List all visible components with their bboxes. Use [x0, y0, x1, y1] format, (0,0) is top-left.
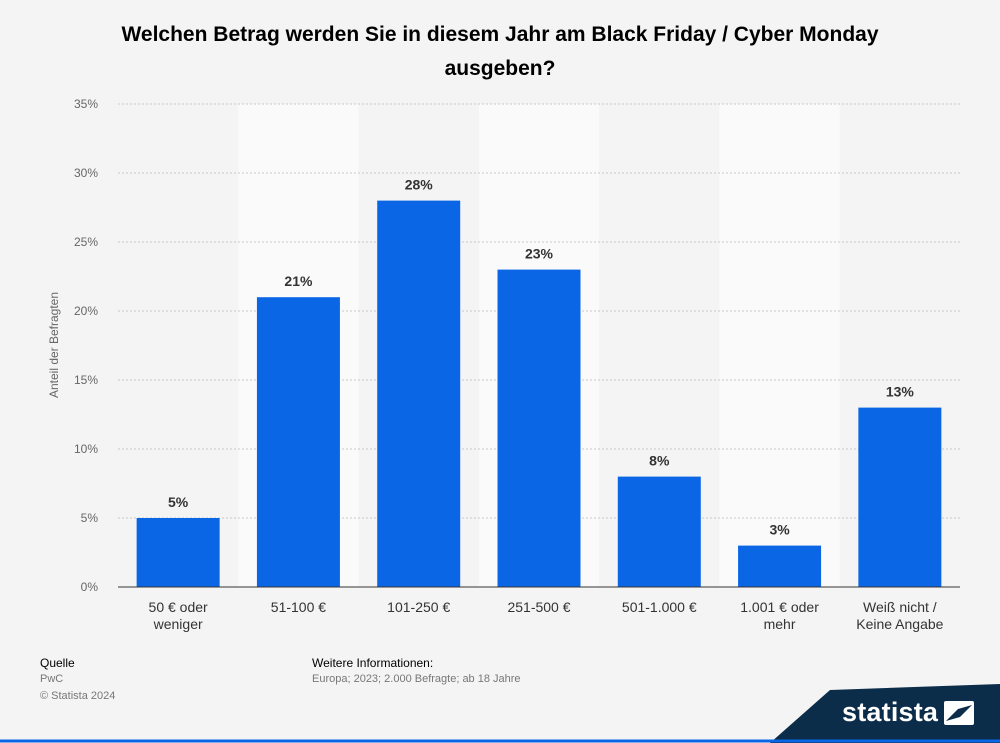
- x-tick-label: 1.001 € oder mehr: [740, 599, 819, 632]
- y-axis-tick-labels: 0% 5% 10% 15% 20% 25% 30% 35%: [74, 97, 98, 594]
- source-heading: Quelle: [40, 656, 75, 670]
- data-label: 23%: [525, 246, 554, 262]
- y-tick-label: 20%: [74, 304, 98, 318]
- y-tick-label: 5%: [81, 511, 99, 525]
- x-tick-label: 101-250 €: [387, 599, 450, 615]
- brand-name: statista: [842, 697, 939, 727]
- source-text: PwC: [40, 673, 64, 685]
- bar-chart: 0% 5% 10% 15% 20% 25% 30% 35% 5% 21% 28% 23% 8% 3% 13…: [47, 97, 960, 632]
- y-tick-label: 15%: [74, 373, 98, 387]
- bar[interactable]: [377, 200, 461, 587]
- data-label: 8%: [649, 453, 670, 469]
- y-tick-label: 10%: [74, 442, 98, 456]
- y-axis-label: Anteil der Befragten: [47, 292, 61, 398]
- y-tick-label: 30%: [74, 166, 98, 180]
- x-tick-label: 51-100 €: [271, 599, 326, 615]
- column-band: [719, 104, 840, 587]
- y-tick-label: 0%: [81, 580, 99, 594]
- x-axis-tick-labels: 50 € oder weniger 51-100 € 101-250 € 251-500…: [149, 599, 944, 632]
- x-tick-label: 50 € oder weniger: [149, 599, 208, 632]
- data-label: 3%: [769, 522, 790, 538]
- statista-logo[interactable]: statista: [842, 697, 975, 728]
- y-tick-label: 25%: [74, 235, 98, 249]
- info-text: Europa; 2023; 2.000 Befragte; ab 18 Jahr…: [312, 673, 521, 685]
- chart-title: Welchen Betrag werden Sie in diesem Jahr…: [121, 23, 879, 80]
- bars: [136, 200, 942, 587]
- bar[interactable]: [136, 518, 220, 587]
- bar[interactable]: [497, 269, 581, 587]
- bar[interactable]: [617, 476, 701, 587]
- data-label: 13%: [886, 384, 915, 400]
- x-tick-label: 501-1.000 €: [622, 599, 697, 615]
- x-tick-label: 251-500 €: [507, 599, 570, 615]
- copyright-text: © Statista 2024: [40, 690, 116, 702]
- info-heading: Weitere Informationen:: [312, 656, 434, 670]
- bar[interactable]: [256, 297, 340, 587]
- data-labels: 5% 21% 28% 23% 8% 3% 13%: [168, 177, 914, 538]
- y-tick-label: 35%: [74, 97, 98, 111]
- statista-flag-icon: [944, 700, 975, 725]
- bar[interactable]: [858, 407, 942, 587]
- data-label: 5%: [168, 494, 189, 510]
- bar[interactable]: [738, 545, 822, 587]
- data-label: 28%: [405, 177, 434, 193]
- x-tick-label: Weiß nicht / Keine Angabe: [856, 599, 943, 632]
- data-label: 21%: [284, 273, 313, 289]
